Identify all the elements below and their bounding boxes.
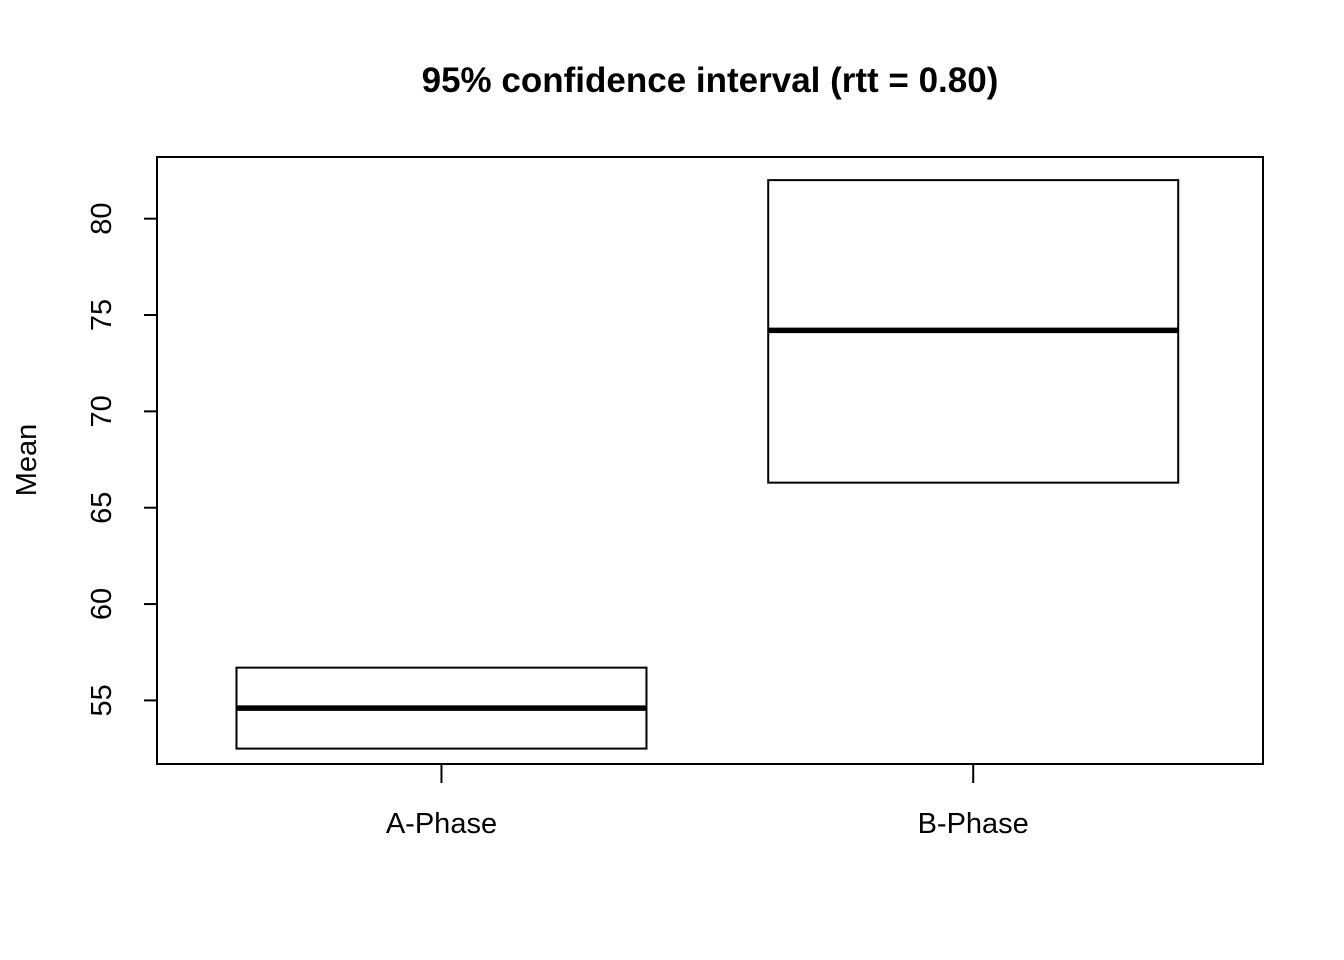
series-layer — [235, 179, 1180, 750]
y-tick-label: 80 — [86, 203, 118, 235]
y-tick-label: 60 — [86, 588, 118, 620]
y-axis: 55 60 65 70 75 80 — [86, 203, 157, 717]
y-tick-label: 55 — [86, 684, 118, 716]
y-axis-label: Mean — [11, 424, 43, 497]
y-tick-label: 75 — [86, 299, 118, 331]
plot-frame — [156, 156, 1264, 765]
chart-title: 95% confidence interval (rtt = 0.80) — [422, 61, 999, 100]
x-tick-label: A-Phase — [386, 808, 497, 840]
x-tick-label: B-Phase — [918, 808, 1029, 840]
x-axis: A-Phase B-Phase — [386, 764, 1029, 840]
y-tick-label: 70 — [86, 395, 118, 427]
y-tick-label: 65 — [86, 492, 118, 524]
